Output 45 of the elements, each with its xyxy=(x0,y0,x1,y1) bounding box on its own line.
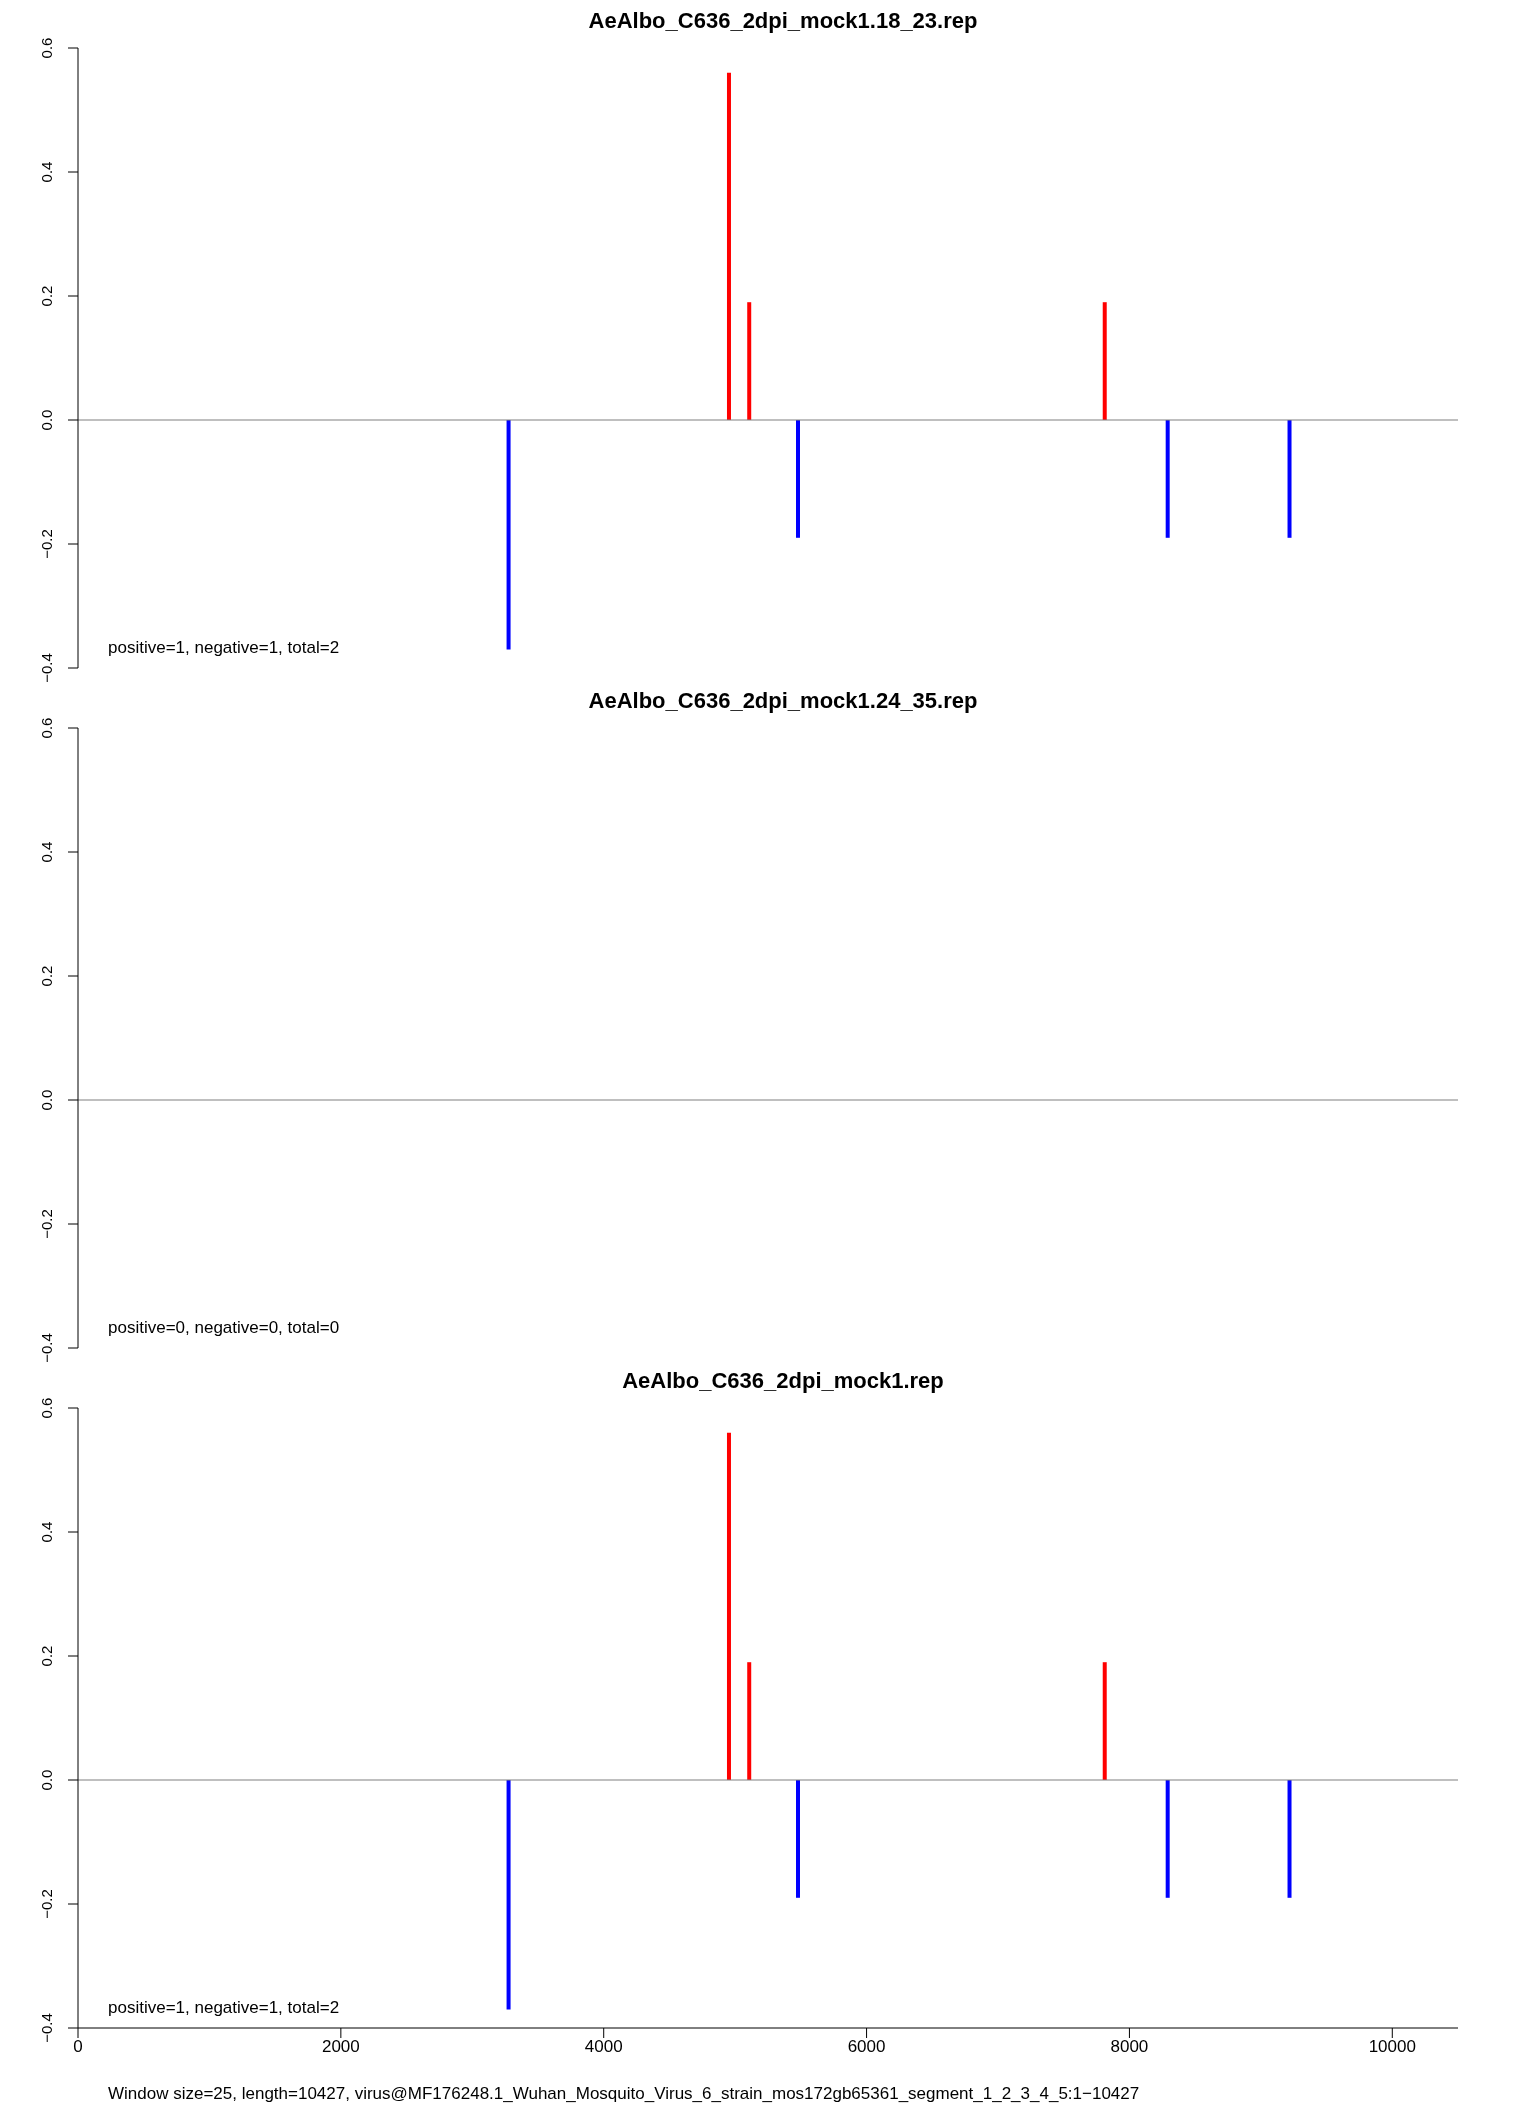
y-tick-label: 0.0 xyxy=(38,1089,55,1111)
x-tick-label: 8000 xyxy=(1110,2037,1149,2057)
y-tick-label: 0.4 xyxy=(38,1521,55,1543)
bar xyxy=(726,72,731,420)
x-tick-label: 6000 xyxy=(847,2037,886,2057)
y-tick-label: 0.6 xyxy=(38,1397,55,1419)
y-tick-label: 0.4 xyxy=(38,841,55,863)
y-tick-label: 0.6 xyxy=(38,717,55,739)
y-tick-label: 0.2 xyxy=(38,965,55,987)
y-tick-label: −0.4 xyxy=(38,2013,55,2043)
bar xyxy=(1102,302,1107,420)
annotation: positive=1, negative=1, total=2 xyxy=(108,1998,340,2018)
x-tick-label: 0 xyxy=(73,2037,83,2057)
bar xyxy=(726,1432,731,1780)
chart-title: AeAlbo_C636_2dpi_mock1.24_35.rep xyxy=(587,688,979,715)
y-tick-label: −0.4 xyxy=(38,653,55,683)
bar xyxy=(1165,420,1170,538)
bar xyxy=(1287,1780,1292,1898)
y-tick-label: 0.0 xyxy=(38,409,55,431)
bar xyxy=(506,1780,511,2010)
bar xyxy=(795,1780,800,1898)
y-tick-label: −0.2 xyxy=(38,529,55,559)
bar xyxy=(1102,1662,1107,1780)
text: Window size=25, length=10427, virus@MF176248.1_Wuhan_Mosquito_Virus_6_strain_mos172gb65361_segment_1_2_3_4_5:1−10427 xyxy=(107,2084,1141,2104)
bar xyxy=(795,420,800,538)
bar xyxy=(506,420,511,650)
annotation: positive=0, negative=0, total=0 xyxy=(108,1318,340,1338)
y-tick-label: 0.4 xyxy=(38,161,55,183)
y-tick-label: 0.2 xyxy=(38,1645,55,1667)
chart-title: AeAlbo_C636_2dpi_mock1.18_23.rep xyxy=(587,8,979,35)
x-tick-label: 4000 xyxy=(584,2037,623,2057)
y-tick-label: 0.6 xyxy=(38,37,55,59)
chart-title: AeAlbo_C636_2dpi_mock1.rep xyxy=(621,1368,945,1395)
y-tick-label: −0.2 xyxy=(38,1889,55,1919)
bar xyxy=(747,1662,752,1780)
bar xyxy=(747,302,752,420)
x-tick-label: 2000 xyxy=(321,2037,360,2057)
y-tick-label: 0.0 xyxy=(38,1769,55,1791)
y-tick-label: −0.4 xyxy=(38,1333,55,1363)
bar xyxy=(1165,1780,1170,1898)
bar xyxy=(1287,420,1292,538)
y-tick-label: 0.2 xyxy=(38,285,55,307)
x-tick-label: 10000 xyxy=(1368,2037,1416,2057)
annotation: positive=1, negative=1, total=2 xyxy=(108,638,340,658)
y-tick-label: −0.2 xyxy=(38,1209,55,1239)
